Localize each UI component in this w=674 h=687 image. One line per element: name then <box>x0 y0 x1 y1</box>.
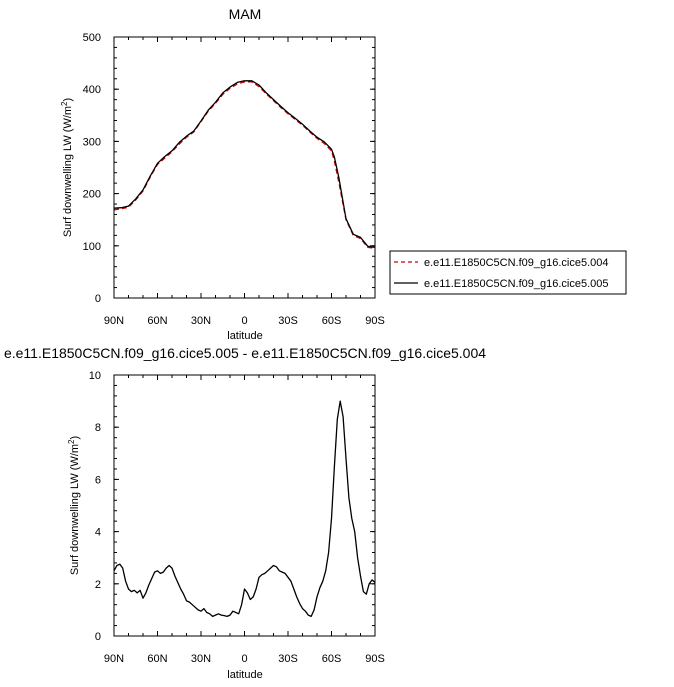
top-y-axis-label-end: ) <box>62 98 74 102</box>
top-x-tick-label: 0 <box>241 315 247 327</box>
bottom-y-tick-label: 6 <box>95 474 101 486</box>
bottom-x-tick-label: 60N <box>147 653 167 665</box>
bottom-series-group <box>113 400 376 618</box>
top-panel: MAM 90N 60N 30N 0 30S 60S 90S 0 100 200 300 400 500… <box>60 6 385 342</box>
bottom-y-axis-label-main: Surf downwelling LW (W/m <box>69 444 81 575</box>
bottom-y-tick-label: 4 <box>95 527 101 539</box>
top-series-line-0 <box>113 81 376 250</box>
top-x-tick-label: 30N <box>191 315 211 327</box>
bottom-x-tick-label: 90N <box>104 653 124 665</box>
bottom-chart-title: e.e11.E1850C5CN.f09_g16.cice5.005 - e.e1… <box>4 345 486 361</box>
top-x-tick-label: 90N <box>104 315 124 327</box>
bottom-y-axis-label: Surf downwelling LW (W/m2) <box>67 436 81 575</box>
bottom-x-tick-label: 30S <box>278 653 298 665</box>
bottom-plot-frame <box>113 374 376 637</box>
bottom-x-tick-label: 90S <box>365 653 385 665</box>
bottom-panel: e.e11.E1850C5CN.f09_g16.cice5.005 - e.e1… <box>4 345 486 681</box>
legend-label-series-004: e.e11.E1850C5CN.f09_g16.cice5.004 <box>424 257 609 269</box>
legend: e.e11.E1850C5CN.f09_g16.cice5.004 e.e11.… <box>389 250 627 295</box>
top-y-tick-label: 300 <box>83 136 101 148</box>
bottom-x-tick-label: 0 <box>241 653 247 665</box>
bottom-y-axis-label-sup: 2 <box>67 439 76 444</box>
bottom-series-line-0 <box>113 400 376 618</box>
top-chart-title: MAM <box>229 6 262 22</box>
bottom-x-tick-label: 30N <box>191 653 211 665</box>
top-series-line-1 <box>113 80 376 249</box>
top-x-tick-label: 30S <box>278 315 298 327</box>
top-x-tick-label: 60S <box>322 315 342 327</box>
bottom-y-tick-label: 8 <box>95 422 101 434</box>
top-y-tick-label: 200 <box>83 189 101 201</box>
top-x-tick-label: 90S <box>365 315 385 327</box>
top-plot-frame <box>113 36 376 299</box>
top-series-group <box>113 80 376 250</box>
bottom-y-ticks: 0 2 4 6 8 10 <box>89 370 375 643</box>
top-y-tick-label: 400 <box>83 84 101 96</box>
top-y-axis-label-sup: 2 <box>60 101 69 106</box>
bottom-y-tick-label: 0 <box>95 631 101 643</box>
top-x-axis-label: latitude <box>227 330 262 342</box>
top-y-ticks: 0 100 200 300 400 500 <box>83 32 375 305</box>
bottom-y-tick-label: 2 <box>95 579 101 591</box>
top-y-tick-label: 500 <box>83 32 101 44</box>
bottom-x-tick-label: 60S <box>322 653 342 665</box>
top-y-axis-label: Surf downwelling LW (W/m2) <box>60 98 74 237</box>
top-y-tick-label: 100 <box>83 241 101 253</box>
legend-box <box>389 250 627 295</box>
top-x-tick-label: 60N <box>147 315 167 327</box>
bottom-y-axis-label-end: ) <box>69 436 81 440</box>
bottom-x-ticks: 90N 60N 30N 0 30S 60S 90S <box>104 375 385 665</box>
top-x-ticks: 90N 60N 30N 0 30S 60S 90S <box>104 37 385 327</box>
legend-label-series-005: e.e11.E1850C5CN.f09_g16.cice5.005 <box>424 278 609 290</box>
bottom-x-axis-label: latitude <box>227 669 262 681</box>
bottom-y-tick-label: 10 <box>89 370 101 382</box>
top-y-tick-label: 0 <box>95 293 101 305</box>
top-y-axis-label-main: Surf downwelling LW (W/m <box>62 106 74 237</box>
